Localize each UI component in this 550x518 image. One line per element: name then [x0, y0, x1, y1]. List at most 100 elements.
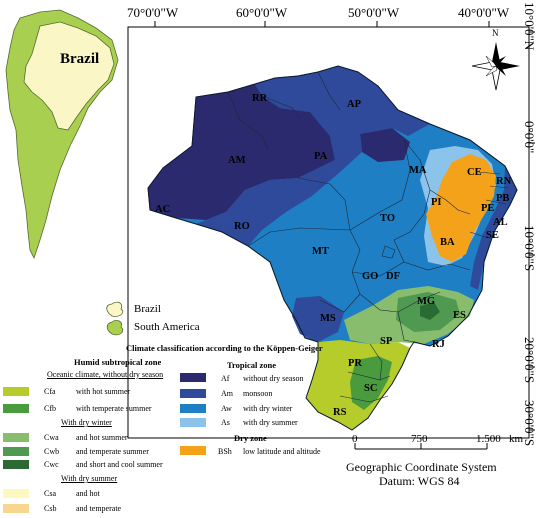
coord-10n: 10°0'0"N — [522, 2, 537, 51]
state-ro: RO — [234, 221, 250, 232]
desc-csb: and temperate — [76, 504, 122, 513]
scale-label-750: 750 — [411, 433, 428, 445]
swatch-cfa — [3, 387, 29, 396]
code-cwa: Cwa — [44, 433, 59, 442]
code-cwc: Cwc — [44, 460, 59, 469]
swatch-as — [180, 418, 206, 427]
coord-70w: 70°0'0"W — [127, 5, 179, 20]
desc-aw: with dry winter — [243, 404, 293, 413]
region-am-north — [222, 66, 430, 246]
state-df: DF — [386, 271, 400, 282]
state-sc: SC — [364, 383, 378, 394]
coord-10s: 10°0'0"S — [522, 225, 537, 272]
state-se: SE — [486, 230, 499, 241]
graticule-ticks — [154, 21, 535, 431]
state-ap: AP — [347, 99, 361, 110]
desc-af: without dry season — [243, 374, 304, 383]
legend-oceanic-subtitle: Oceanic climate, without dry season — [47, 370, 164, 379]
north-label: N — [492, 28, 499, 38]
state-es: ES — [453, 310, 466, 321]
coord-30s: 30°0'0"S — [522, 400, 537, 447]
scale-unit: km — [509, 433, 524, 445]
swatch-cwb — [3, 447, 29, 456]
state-mg: MG — [417, 296, 436, 307]
scale-bar — [354, 443, 488, 450]
state-pa: PA — [314, 151, 328, 162]
state-al: AL — [493, 217, 508, 228]
desc-as: with dry summer — [243, 418, 298, 427]
legend-dry-winter-subtitle: With dry winter — [61, 418, 112, 427]
scale-label-0: 0 — [352, 433, 358, 445]
scale-label-1500: 1.500 — [476, 433, 501, 445]
inset-country-label: Brazil — [60, 51, 100, 67]
state-ba: BA — [440, 237, 455, 248]
coord-0: 0°0'0" — [522, 121, 537, 154]
desc-csa: and hot — [76, 489, 100, 498]
code-cfa: Cfa — [44, 387, 56, 396]
inset-map — [5, 9, 119, 260]
region-af-east — [360, 128, 410, 162]
swatch-csb — [3, 504, 29, 513]
legend-dry-zone-title: Dry zone — [234, 433, 267, 443]
state-pe: PE — [481, 203, 495, 214]
coord-20s: 20°0'0"S — [522, 337, 537, 384]
state-sp: SP — [380, 336, 393, 347]
inset-legend-brazil: Brazil — [134, 303, 161, 315]
swatch-csa — [3, 489, 29, 498]
swatch-am — [180, 389, 206, 398]
region-am-west — [196, 212, 226, 232]
footer-system: Geographic Coordinate System — [346, 460, 497, 474]
brazil-inset-shape — [23, 21, 115, 131]
region-am-coast — [470, 166, 517, 290]
desc-cfb: with temperate summer — [76, 404, 152, 413]
desc-cwb: and temperate summer — [76, 447, 149, 456]
swatch-cwa — [3, 433, 29, 442]
coord-50w: 50°0'0"W — [348, 5, 400, 20]
swatch-cwc — [3, 460, 29, 469]
brazil-outline — [147, 65, 518, 431]
legend-dry-summer-subtitle: With dry summer — [61, 474, 118, 483]
state-pb: PB — [496, 193, 510, 204]
legend-title: Climate classification according to the … — [126, 343, 323, 353]
code-csa: Csa — [44, 489, 56, 498]
state-ce: CE — [467, 167, 482, 178]
state-am: AM — [228, 155, 246, 166]
code-cwb: Cwb — [44, 447, 60, 456]
state-ac: AC — [155, 204, 171, 215]
state-to: TO — [380, 213, 395, 224]
coord-40w: 40°0'0"W — [458, 5, 510, 20]
code-aw: Aw — [221, 404, 232, 413]
desc-cwa: and hot summer — [76, 433, 128, 442]
swatch-cfb — [3, 404, 29, 413]
swatch-aw — [180, 404, 206, 413]
state-go: GO — [362, 271, 379, 282]
legend-south-america-swatch — [106, 319, 124, 336]
code-as: As — [221, 418, 230, 427]
state-mt: MT — [312, 246, 329, 257]
legend-tropical-title: Tropical zone — [227, 360, 277, 370]
coord-60w: 60°0'0"W — [236, 5, 288, 20]
region-bsh — [426, 154, 496, 262]
swatch-bsh — [180, 446, 206, 455]
state-ma: MA — [409, 165, 427, 176]
state-rn: RN — [496, 176, 512, 187]
code-csb: Csb — [44, 504, 57, 513]
legend-humid-title: Humid subtropical zone — [74, 357, 162, 367]
state-rj: RJ — [432, 339, 445, 350]
desc-am: monsoon — [243, 389, 273, 398]
region-am-ms — [292, 296, 344, 342]
state-ms: MS — [320, 313, 336, 324]
code-am: Am — [221, 389, 233, 398]
state-rr: RR — [252, 93, 268, 104]
state-pr: PR — [348, 358, 362, 369]
footer-datum: Datum: WGS 84 — [379, 474, 460, 488]
code-cfb: Cfb — [44, 404, 56, 413]
inset-legend-south-america: South America — [134, 321, 200, 333]
state-borders — [227, 71, 509, 403]
desc-cfa: with hot summer — [76, 387, 131, 396]
north-arrow — [471, 42, 520, 91]
region-cfb — [350, 356, 392, 410]
state-rs: RS — [333, 407, 347, 418]
